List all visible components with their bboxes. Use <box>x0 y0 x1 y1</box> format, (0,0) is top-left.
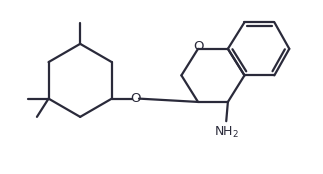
Text: O: O <box>130 92 141 105</box>
Text: O: O <box>193 40 203 53</box>
Text: NH$_2$: NH$_2$ <box>214 125 239 140</box>
